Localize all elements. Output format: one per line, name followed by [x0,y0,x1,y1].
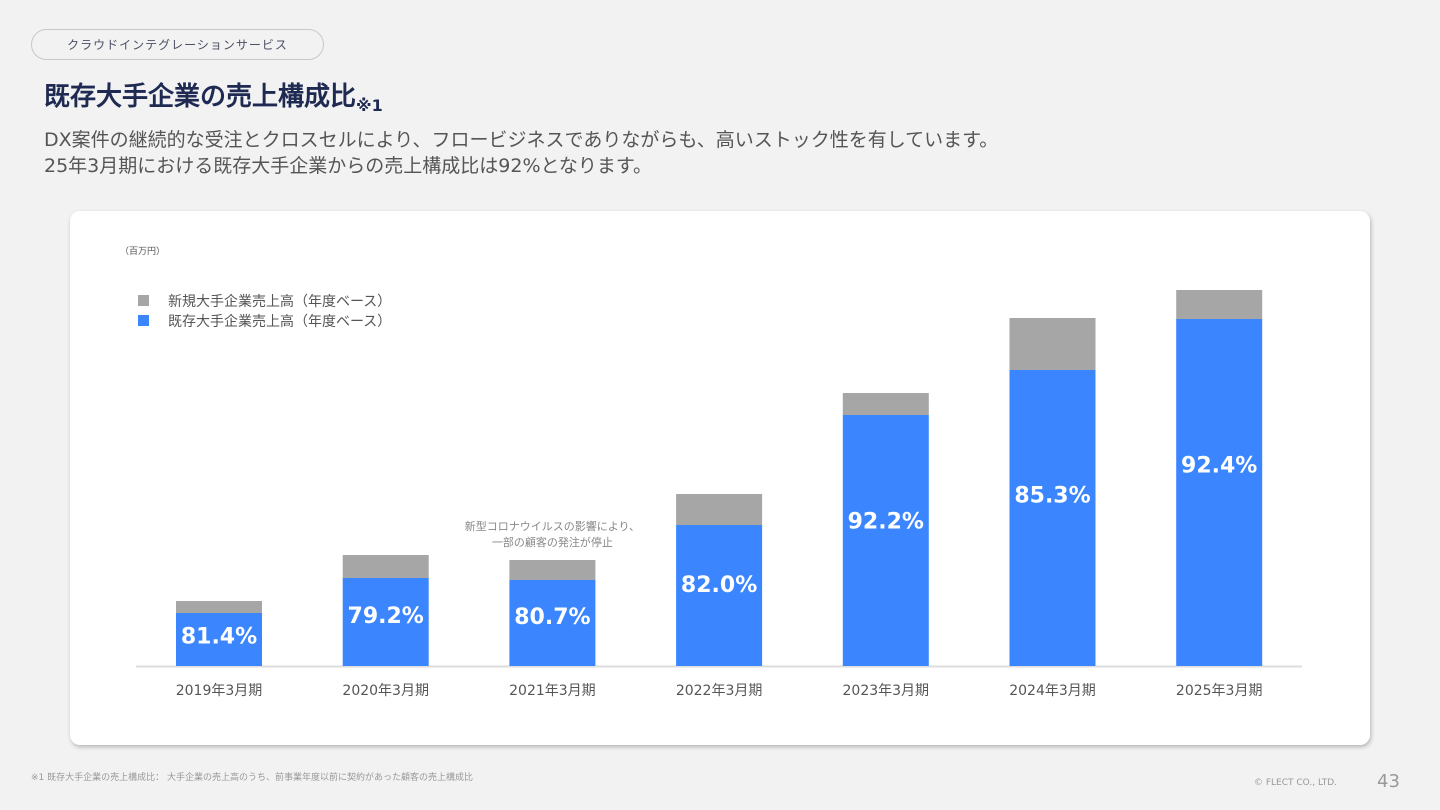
copyright: © FLECT CO., LTD. [1254,778,1338,788]
bar-existing [342,578,429,666]
page-number: 43 [1377,771,1400,792]
annotation-text: 一部の顧客の発注が停止 [492,535,613,549]
bar-new [509,560,596,580]
x-tick-label: 2022年3月期 [676,683,763,699]
legend-swatch [138,295,149,306]
lead-text: DX案件の継続的な受注とクロスセルにより、フロービジネスでありながらも、高いスト… [44,127,998,179]
legend-label: 既存大手企業売上高（年度ベース） [168,313,391,330]
data-label: 92.2% [848,509,924,534]
bar-existing [1176,319,1263,666]
page-title: 既存大手企業の売上構成比※1 [44,76,383,115]
bar-existing [676,525,763,666]
lead-line: DX案件の継続的な受注とクロスセルにより、フロービジネスでありながらも、高いスト… [44,129,999,151]
x-tick-label: 2025年3月期 [1176,683,1263,699]
legend-swatch [138,315,149,326]
lead-line: 25年3月期における既存大手企業からの売上構成比は92%となります。 [44,155,653,177]
bar-new [1009,318,1096,370]
bar-existing [176,613,262,666]
section-label: クラウドインテグレーションサービス [31,29,324,60]
bar-existing [1009,370,1096,666]
title-text: 既存大手企業の売上構成比 [44,82,357,112]
x-tick-label: 2020年3月期 [342,683,429,699]
x-tick-label: 2021年3月期 [509,683,596,699]
annotation-text: 新型コロナウイルスの影響により、 [465,519,640,533]
data-label: 79.2% [348,604,424,629]
chart-card: （百万円） 新規大手企業売上高（年度ベース） 既存大手企業売上高（年度ベース） 81.… [70,211,1370,745]
data-label: 80.7% [514,605,590,630]
bar-new [342,555,429,578]
data-label: 85.3% [1014,483,1090,508]
data-label: 92.4% [1181,454,1257,479]
x-tick-label: 2023年3月期 [843,683,930,699]
x-tick-label: 2019年3月期 [176,683,263,699]
bar-new [676,494,763,525]
bar-new [842,393,929,415]
stacked-bar-chart: （百万円） 新規大手企業売上高（年度ベース） 既存大手企業売上高（年度ベース） 81.… [120,246,1302,699]
title-footnote-mark: ※1 [356,96,383,115]
legend-label: 新規大手企業売上高（年度ベース） [168,293,391,310]
bar-existing [842,415,929,666]
bar-new [176,601,262,613]
x-tick-label: 2024年3月期 [1009,683,1096,699]
footnote: ※1 既存大手企業の売上構成比： 大手企業の売上高のうち、前事業年度以前に契約が… [31,773,473,783]
data-label: 82.0% [681,573,757,598]
bar-existing [509,580,596,666]
unit-label: （百万円） [120,246,165,257]
bar-new [1176,290,1263,319]
data-label: 81.4% [181,624,257,649]
